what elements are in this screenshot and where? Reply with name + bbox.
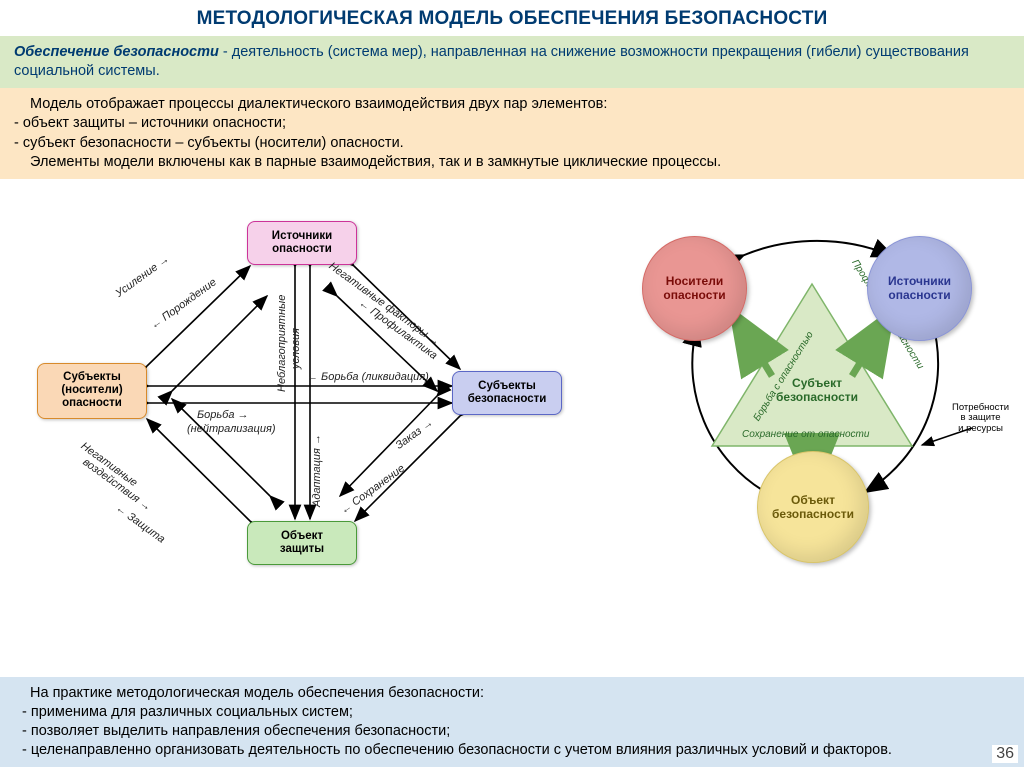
practice-line: - целенаправленно организовать деятельно… [14, 741, 1010, 760]
node-safety-subjects: Субъектыбезопасности [452, 371, 562, 415]
explain-line: Элементы модели включены как в парные вз… [14, 153, 1010, 172]
node-danger-carriers: Субъекты(носители)опасности [37, 363, 147, 419]
node-sources-of-danger: Источникиопасности [247, 221, 357, 265]
triangle-side-label: Сохранение от опасности [742, 429, 869, 440]
resource-arrow-icon [917, 423, 977, 453]
circle-danger-sources: Источникиопасности [867, 236, 972, 341]
definition-band: Обеспечение безопасности - деятельность … [0, 36, 1024, 88]
page-number: 36 [992, 745, 1018, 763]
circle-safety-object: Объектбезопасности [757, 451, 869, 563]
edge-label: условия [290, 328, 302, 369]
practice-line: - применима для различных социальных сис… [14, 703, 1010, 722]
definition-term: Обеспечение безопасности [14, 44, 219, 60]
practice-header: На практике методологическая модель обес… [14, 684, 1010, 703]
practice-line: - позволяет выделить направления обеспеч… [14, 722, 1010, 741]
edge-label: Борьба → [197, 409, 249, 421]
explain-line: - объект защиты – источники опасности; [14, 114, 1010, 133]
page-title: МЕТОДОЛОГИЧЕСКАЯ МОДЕЛЬ ОБЕСПЕЧЕНИЯ БЕЗО… [0, 0, 1024, 36]
node-protection-object: Объектзащиты [247, 521, 357, 565]
edge-label: ← Борьба (ликвидация) [307, 371, 429, 383]
diagram-area: Источникиопасности Субъектыбезопасности … [12, 181, 1012, 641]
edge-label: Адаптация → [311, 434, 323, 507]
explanation-band: Модель отображает процессы диалектическо… [0, 88, 1024, 179]
explain-line: Модель отображает процессы диалектическо… [14, 95, 1010, 114]
edge-label: (нейтрализация) [187, 423, 275, 435]
circle-danger-carriers: Носителиопасности [642, 236, 747, 341]
explain-line: - субъект безопасности – субъекты (носит… [14, 134, 1010, 153]
practice-band: На практике методологическая модель обес… [0, 677, 1024, 767]
edge-label: Неблагоприятные [276, 294, 288, 391]
